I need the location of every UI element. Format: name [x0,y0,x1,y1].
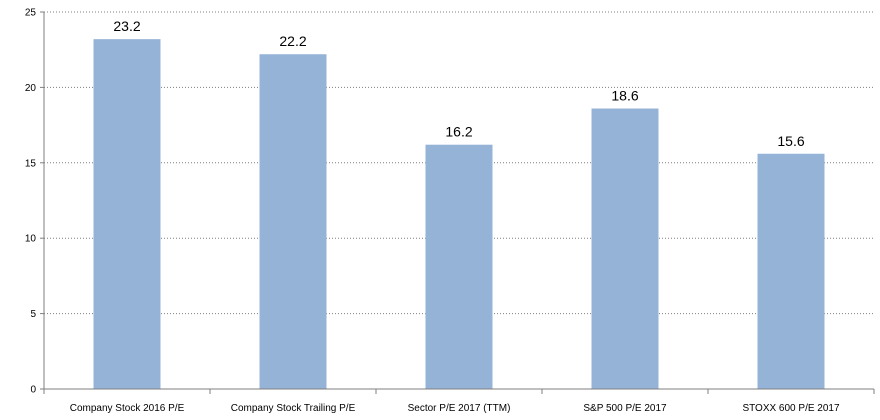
x-tick-label: Company Stock Trailing P/E [231,403,356,414]
data-label: 15.6 [777,133,804,149]
x-tick-label: STOXX 600 P/E 2017 [742,403,840,414]
data-label: 22.2 [279,33,306,49]
bar [93,39,161,389]
y-tick-label: 10 [25,234,37,245]
y-tick-label: 15 [25,158,37,169]
y-tick-label: 0 [30,385,36,396]
bar [425,144,493,389]
x-tick-label: Sector P/E 2017 (TTM) [408,403,511,414]
y-tick-label: 20 [25,83,37,94]
x-tick-label: Company Stock 2016 P/E [70,403,185,414]
bar [757,153,825,389]
y-tick-label: 25 [25,8,37,19]
data-label: 23.2 [113,18,140,34]
data-label: 16.2 [445,124,472,140]
axes [40,11,875,394]
bars [93,39,825,390]
x-tick-label: S&P 500 P/E 2017 [583,403,667,414]
y-tick-label: 5 [30,309,36,320]
labels: 0 5 10 15 20 25 23.2 Company Stock 2016 P/E 22.2… [25,8,840,415]
data-label: 18.6 [611,88,638,104]
bar [259,54,327,389]
bar [591,108,659,390]
